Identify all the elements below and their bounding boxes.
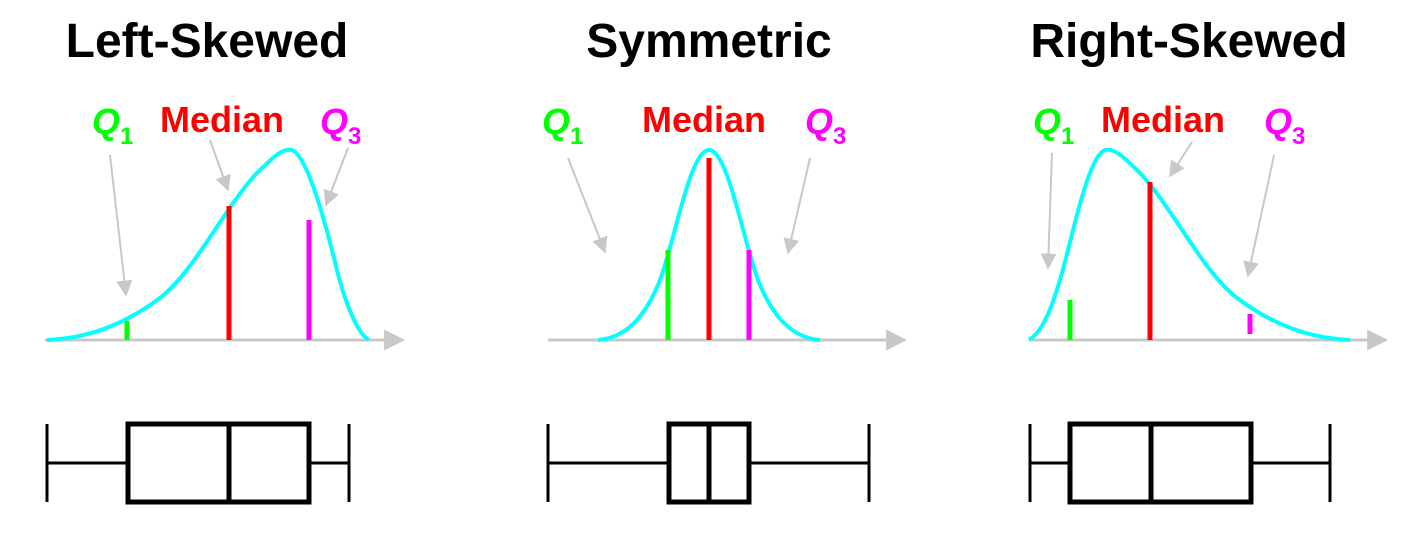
q1-pointer-arrow <box>109 154 133 297</box>
q3-pointer-arrow <box>323 147 349 207</box>
panel-right-skewed: Right-Skewed Q1 Median Q3 <box>1027 15 1389 505</box>
median-label: Median <box>642 99 766 140</box>
q1-pointer-arrow <box>567 157 608 254</box>
median-pointer-arrow <box>1169 141 1193 178</box>
median-label: Median <box>1101 99 1225 140</box>
panel-title: Right-Skewed <box>1030 15 1347 68</box>
q3-pointer-arrow <box>783 157 811 255</box>
q1-pointer-arrow <box>1040 152 1057 270</box>
box-plot <box>45 421 351 505</box>
density-curve <box>597 147 821 342</box>
density-curve <box>1027 147 1351 342</box>
q1-label: Q1 <box>542 101 583 150</box>
q3-label: Q3 <box>1264 101 1305 150</box>
q1-label: Q1 <box>92 101 133 150</box>
box-plot-box <box>1067 421 1254 505</box>
q3-label: Q3 <box>320 101 361 150</box>
q3-pointer-arrow <box>1243 154 1275 278</box>
q3-label: Q3 <box>805 101 846 150</box>
panel-title: Symmetric <box>586 15 831 68</box>
density-curve <box>46 147 371 342</box>
box-plot <box>546 421 871 505</box>
median-pointer-arrow <box>209 139 231 192</box>
q1-label: Q1 <box>1033 101 1074 150</box>
box-plot <box>1028 421 1332 505</box>
median-label: Median <box>160 99 284 140</box>
panel-symmetric: Symmetric Q1 Median Q3 <box>542 15 908 505</box>
panel-title: Left-Skewed <box>66 15 349 68</box>
panel-left-skewed: Left-Skewed Q1 Median Q3 <box>45 15 406 505</box>
box-plot-box <box>125 421 312 505</box>
